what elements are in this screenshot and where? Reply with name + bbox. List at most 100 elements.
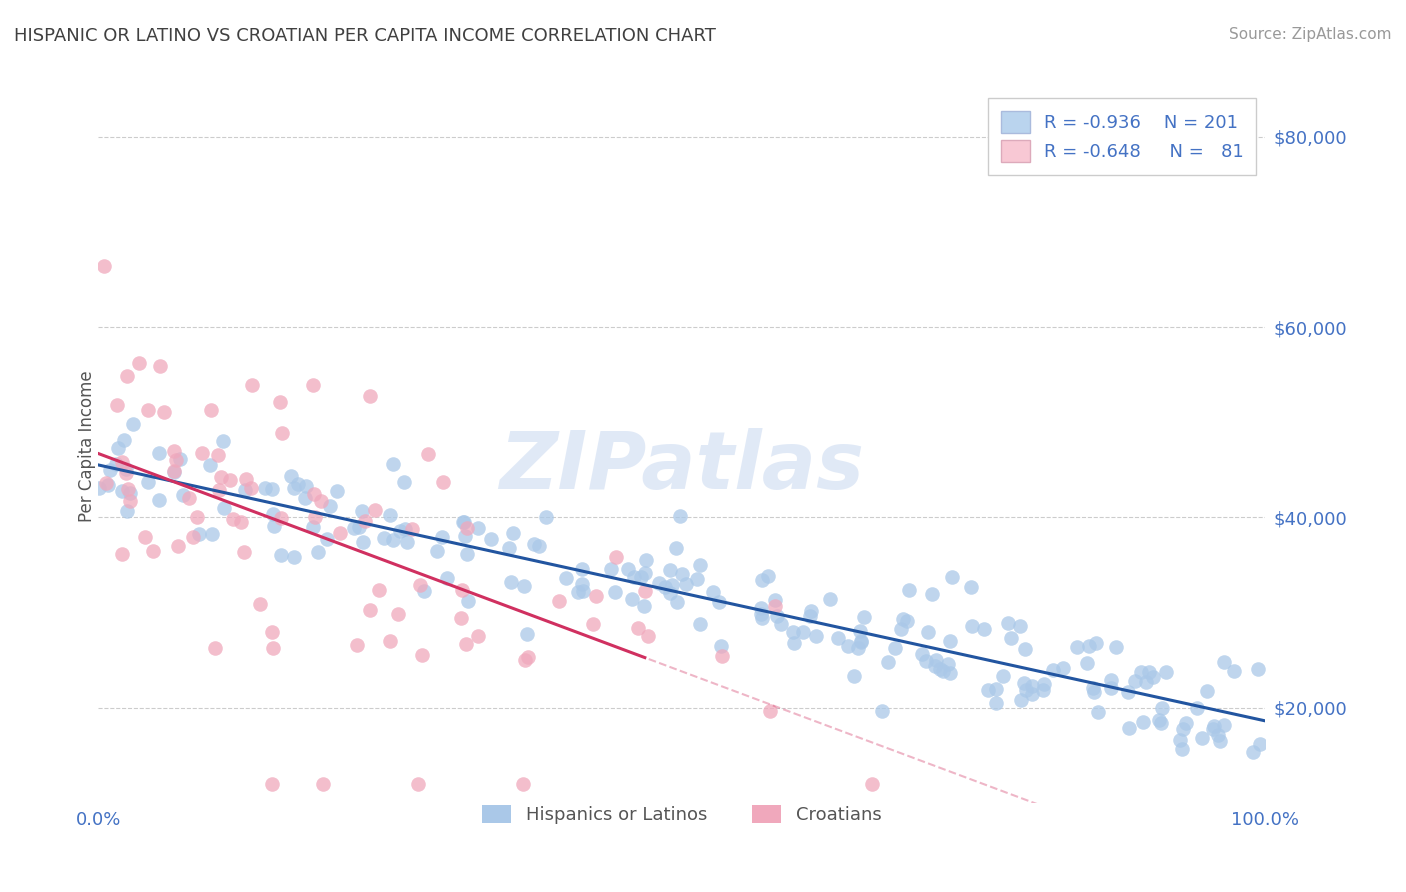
- Point: [432, 475, 454, 490]
- Point: [454, 529, 477, 543]
- Point: [686, 572, 709, 586]
- Point: [201, 527, 224, 541]
- Point: [378, 508, 401, 522]
- Point: [827, 632, 849, 646]
- Point: [148, 492, 170, 507]
- Point: [911, 647, 934, 661]
- Point: [848, 624, 870, 638]
- Point: [749, 607, 772, 621]
- Point: [991, 669, 1014, 683]
- Point: [633, 599, 655, 613]
- Point: [702, 584, 724, 599]
- Point: [111, 547, 134, 561]
- Point: [191, 446, 214, 460]
- Point: [846, 641, 869, 656]
- Point: [512, 777, 534, 791]
- Point: [897, 582, 920, 597]
- Point: [1202, 719, 1225, 733]
- Point: [177, 491, 200, 505]
- Point: [456, 521, 478, 535]
- Point: [877, 655, 900, 669]
- Point: [1087, 705, 1109, 719]
- Point: [939, 665, 962, 680]
- Point: [751, 611, 773, 625]
- Point: [218, 473, 240, 487]
- Point: [411, 648, 433, 663]
- Y-axis label: Per Capita Income: Per Capita Income: [79, 370, 96, 522]
- Point: [1032, 682, 1054, 697]
- Point: [416, 447, 439, 461]
- Point: [1123, 674, 1146, 689]
- Point: [319, 499, 342, 513]
- Point: [516, 649, 538, 664]
- Point: [254, 481, 277, 495]
- Point: [1201, 722, 1223, 736]
- Point: [118, 494, 141, 508]
- Point: [751, 574, 773, 588]
- Point: [262, 640, 284, 655]
- Point: [1209, 733, 1232, 747]
- Point: [105, 457, 128, 471]
- Point: [896, 615, 918, 629]
- Point: [169, 452, 191, 467]
- Point: [928, 662, 950, 676]
- Point: [1241, 745, 1264, 759]
- Point: [115, 467, 138, 481]
- Point: [585, 589, 607, 603]
- Point: [1105, 640, 1128, 654]
- Point: [1170, 741, 1192, 756]
- Point: [654, 580, 676, 594]
- Point: [634, 552, 657, 566]
- Point: [1008, 618, 1031, 632]
- Point: [200, 458, 222, 472]
- Point: [172, 487, 194, 501]
- Point: [148, 445, 170, 459]
- Point: [350, 503, 373, 517]
- Point: [806, 629, 828, 643]
- Point: [232, 545, 254, 559]
- Point: [204, 641, 226, 656]
- Point: [977, 683, 1000, 698]
- Point: [571, 576, 593, 591]
- Point: [115, 504, 138, 518]
- Point: [111, 483, 134, 498]
- Point: [304, 509, 326, 524]
- Point: [394, 475, 416, 489]
- Point: [249, 597, 271, 611]
- Point: [456, 547, 478, 561]
- Point: [997, 616, 1019, 631]
- Point: [853, 609, 876, 624]
- Point: [354, 514, 377, 528]
- Point: [571, 562, 593, 576]
- Point: [349, 519, 371, 533]
- Point: [1173, 722, 1195, 736]
- Point: [153, 405, 176, 419]
- Point: [186, 510, 208, 524]
- Point: [661, 578, 683, 592]
- Point: [1156, 665, 1178, 680]
- Point: [162, 466, 184, 480]
- Point: [115, 368, 138, 383]
- Point: [262, 483, 284, 497]
- Point: [555, 571, 578, 585]
- Point: [669, 509, 692, 524]
- Point: [93, 259, 115, 273]
- Point: [115, 462, 138, 476]
- Point: [467, 521, 489, 535]
- Point: [352, 534, 374, 549]
- Point: [600, 562, 623, 576]
- Point: [766, 609, 789, 624]
- Text: HISPANIC OR LATINO VS CROATIAN PER CAPITA INCOME CORRELATION CHART: HISPANIC OR LATINO VS CROATIAN PER CAPIT…: [14, 27, 716, 45]
- Point: [395, 535, 418, 549]
- Point: [1147, 714, 1170, 728]
- Point: [1168, 732, 1191, 747]
- Point: [924, 652, 946, 666]
- Point: [117, 482, 139, 496]
- Point: [136, 475, 159, 490]
- Point: [406, 777, 429, 791]
- Point: [499, 574, 522, 589]
- Point: [188, 526, 211, 541]
- Point: [658, 586, 681, 600]
- Point: [270, 511, 292, 525]
- Point: [1099, 673, 1122, 688]
